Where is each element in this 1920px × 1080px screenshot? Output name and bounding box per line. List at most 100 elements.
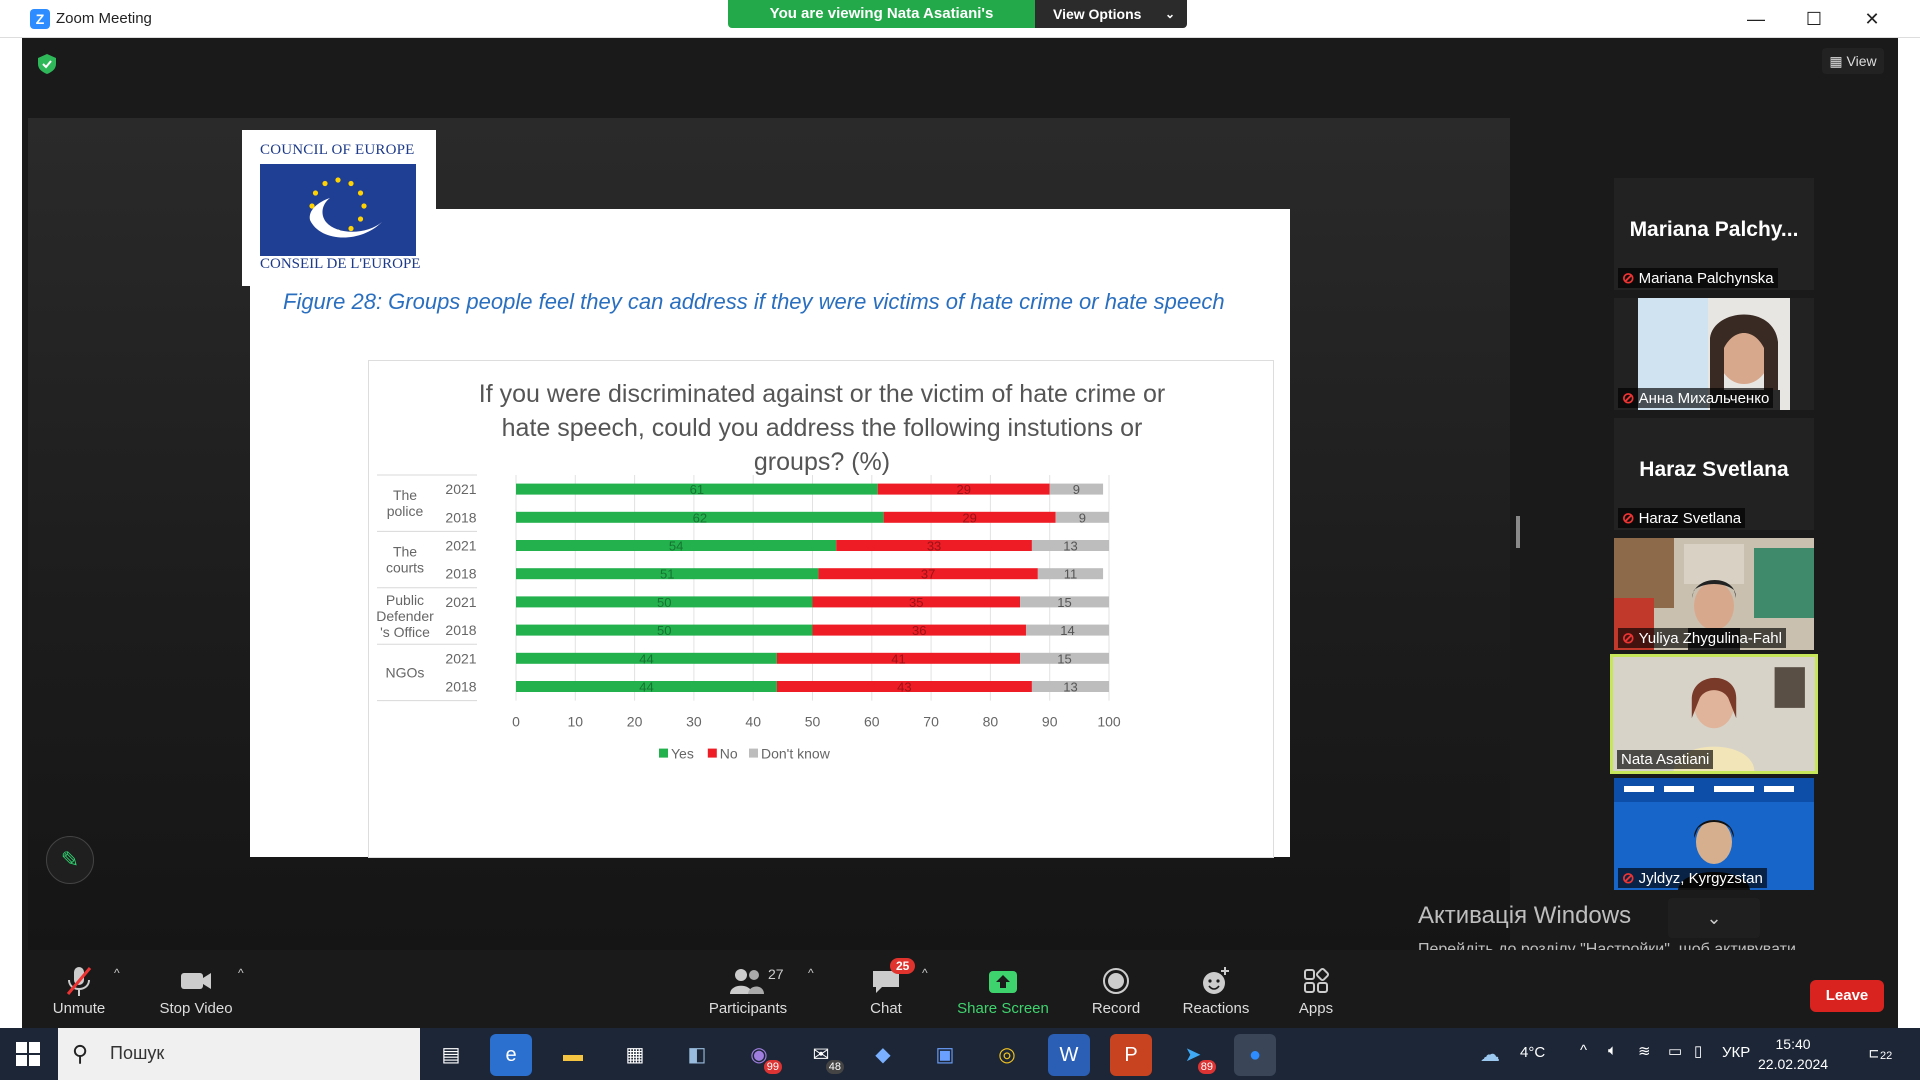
data-label: 62: [693, 510, 707, 525]
edge-browser-icon[interactable]: e: [490, 1034, 532, 1076]
leave-button[interactable]: Leave: [1810, 980, 1884, 1012]
x-tick-label: 30: [686, 714, 702, 730]
language-indicator[interactable]: УКР: [1722, 1044, 1751, 1061]
data-label: 13: [1063, 680, 1077, 695]
data-label: 33: [927, 539, 941, 554]
participants-button[interactable]: Participants 27 ^: [706, 964, 814, 1017]
participant-label: ⊘ Mariana Palchynska: [1618, 268, 1778, 288]
security-shield-icon[interactable]: [38, 54, 56, 74]
view-options-label: View Options: [1053, 6, 1142, 22]
bar-don-t-know: [1020, 596, 1109, 608]
data-label: 15: [1057, 651, 1071, 666]
logo-bottom-text: CONSEIL DE L'EUROPE: [260, 256, 421, 272]
legend-swatch: [659, 748, 668, 758]
windows-taskbar: ⚲ Пошук ▤ e ▬ ▦ ◧ ◉ 99 ✉ 48 ◆ ▣ ◎ W P ➤ 89 …: [0, 1028, 1920, 1080]
save-disk-icon[interactable]: ▣: [935, 1044, 955, 1066]
copilot-icon[interactable]: ◆: [875, 1044, 891, 1066]
participant-tile[interactable]: ⊘ Yuliya Zhygulina-Fahl: [1614, 538, 1814, 650]
participant-tile[interactable]: ⊘ Анна Михальченко: [1614, 298, 1814, 410]
bar-no: [812, 624, 1026, 636]
bar-don-t-know: [1031, 540, 1109, 551]
powerpoint-icon[interactable]: P: [1110, 1034, 1152, 1076]
microsoft-store-icon[interactable]: ▦: [625, 1044, 645, 1066]
bar-yes: [516, 652, 777, 664]
x-tick-label: 40: [745, 714, 761, 730]
year-label: 2018: [445, 566, 476, 582]
weather-temp[interactable]: 4°C: [1520, 1044, 1546, 1061]
data-label: 41: [891, 651, 905, 666]
legend-swatch: [749, 748, 758, 758]
participant-tile-active-speaker[interactable]: Nata Asatiani: [1610, 654, 1818, 774]
apps-icon: [1296, 964, 1336, 1000]
record-label: Record: [1091, 1000, 1141, 1017]
annotate-pencil-button[interactable]: ✎: [46, 836, 94, 884]
group-label: Public: [386, 592, 424, 608]
wifi-icon[interactable]: ≋: [1638, 1043, 1651, 1060]
windows-start-icon[interactable]: [16, 1042, 40, 1066]
apps-button[interactable]: Apps: [1296, 964, 1336, 1017]
participant-tile[interactable]: Mariana Palchy... ⊘ Mariana Palchynska: [1614, 178, 1814, 290]
title-bar: Z Zoom Meeting You are viewing Nata Asat…: [0, 0, 1920, 50]
share-screen-label: Share Screen: [957, 1000, 1049, 1017]
year-label: 2018: [445, 509, 476, 525]
council-of-europe-logo: COUNCIL OF EUROPE CONSEIL DE L'EUROPE: [242, 130, 436, 286]
window-title: Zoom Meeting: [56, 10, 152, 27]
chart-title-line: groups? (%): [753, 448, 891, 476]
telegram-icon[interactable]: ➤ 89: [1172, 1034, 1216, 1076]
collapse-panel-button[interactable]: ⌄: [1668, 898, 1760, 938]
group-label: police: [387, 503, 424, 519]
mic-muted-icon: ⊘: [1622, 630, 1635, 647]
reactions-button[interactable]: Reactions: [1180, 964, 1252, 1017]
speaker-icon[interactable]: 🔈︎: [1608, 1042, 1618, 1059]
notifications-icon[interactable]: ▭22: [1868, 1040, 1895, 1065]
share-screen-icon: [956, 964, 1050, 1000]
view-button[interactable]: ▦ View: [1822, 48, 1884, 74]
caret-up-icon[interactable]: ^: [114, 966, 120, 980]
stop-video-button[interactable]: Stop Video ^: [156, 964, 243, 1017]
record-button[interactable]: Record: [1088, 964, 1144, 1017]
unmute-button[interactable]: Unmute ^: [44, 964, 120, 1017]
record-icon: [1088, 964, 1144, 1000]
caret-up-icon[interactable]: ^: [238, 966, 244, 980]
participant-video: [1614, 778, 1814, 890]
taskbar-clock[interactable]: 15:40 22.02.2024: [1758, 1034, 1828, 1074]
data-label: 44: [639, 680, 653, 695]
maximize-button[interactable]: ☐: [1805, 9, 1823, 29]
year-label: 2021: [445, 481, 476, 497]
view-label: View: [1846, 53, 1877, 69]
show-hidden-icons-icon[interactable]: ^: [1580, 1042, 1588, 1059]
caret-up-icon[interactable]: ^: [922, 966, 928, 980]
meeting-toolbar: [22, 950, 1898, 1028]
chat-button[interactable]: Chat 25 ^: [866, 958, 928, 1017]
participant-tile[interactable]: Haraz Svetlana ⊘ Haraz Svetlana: [1614, 418, 1814, 530]
chart-title: If you were discriminated against or the…: [369, 377, 1275, 479]
zoom-taskbar-icon[interactable]: ●: [1234, 1034, 1276, 1076]
panel-splitter-handle[interactable]: [1516, 516, 1520, 548]
participant-tile[interactable]: ⊘ Jyldyz, Kyrgyzstan: [1614, 778, 1814, 890]
task-view-icon[interactable]: ▤: [441, 1044, 461, 1066]
viber-icon[interactable]: ◉ 99: [738, 1034, 782, 1076]
input-method-icon[interactable]: ▯: [1694, 1043, 1703, 1060]
mail-icon[interactable]: ✉ 48: [800, 1034, 844, 1076]
view-options-button[interactable]: View Options ⌄: [1035, 0, 1187, 28]
taskbar-search-box[interactable]: ⚲ Пошук: [58, 1028, 420, 1080]
x-tick-label: 60: [864, 714, 880, 730]
legend-label: Yes: [671, 746, 694, 762]
battery-icon[interactable]: ▭: [1668, 1043, 1683, 1060]
close-button[interactable]: ✕: [1864, 9, 1880, 29]
group-label: courts: [386, 560, 424, 576]
data-label: 15: [1057, 595, 1071, 610]
data-label: 50: [657, 623, 671, 638]
minimize-button[interactable]: —: [1747, 9, 1765, 29]
bar-yes: [516, 681, 777, 692]
bar-don-t-know: [1020, 652, 1109, 664]
smiley-plus-icon: [1180, 964, 1252, 1000]
share-screen-button[interactable]: Share Screen: [956, 964, 1050, 1017]
figure-title: Figure 28: Groups people feel they can a…: [283, 289, 1225, 314]
file-explorer-icon[interactable]: ▬: [563, 1044, 583, 1066]
word-icon[interactable]: W: [1048, 1034, 1090, 1076]
caret-up-icon[interactable]: ^: [808, 966, 814, 980]
notes-app-icon[interactable]: ◧: [687, 1044, 707, 1066]
chrome-icon[interactable]: ◎: [998, 1044, 1016, 1066]
weather-cloud-icon[interactable]: ☁: [1480, 1044, 1500, 1066]
